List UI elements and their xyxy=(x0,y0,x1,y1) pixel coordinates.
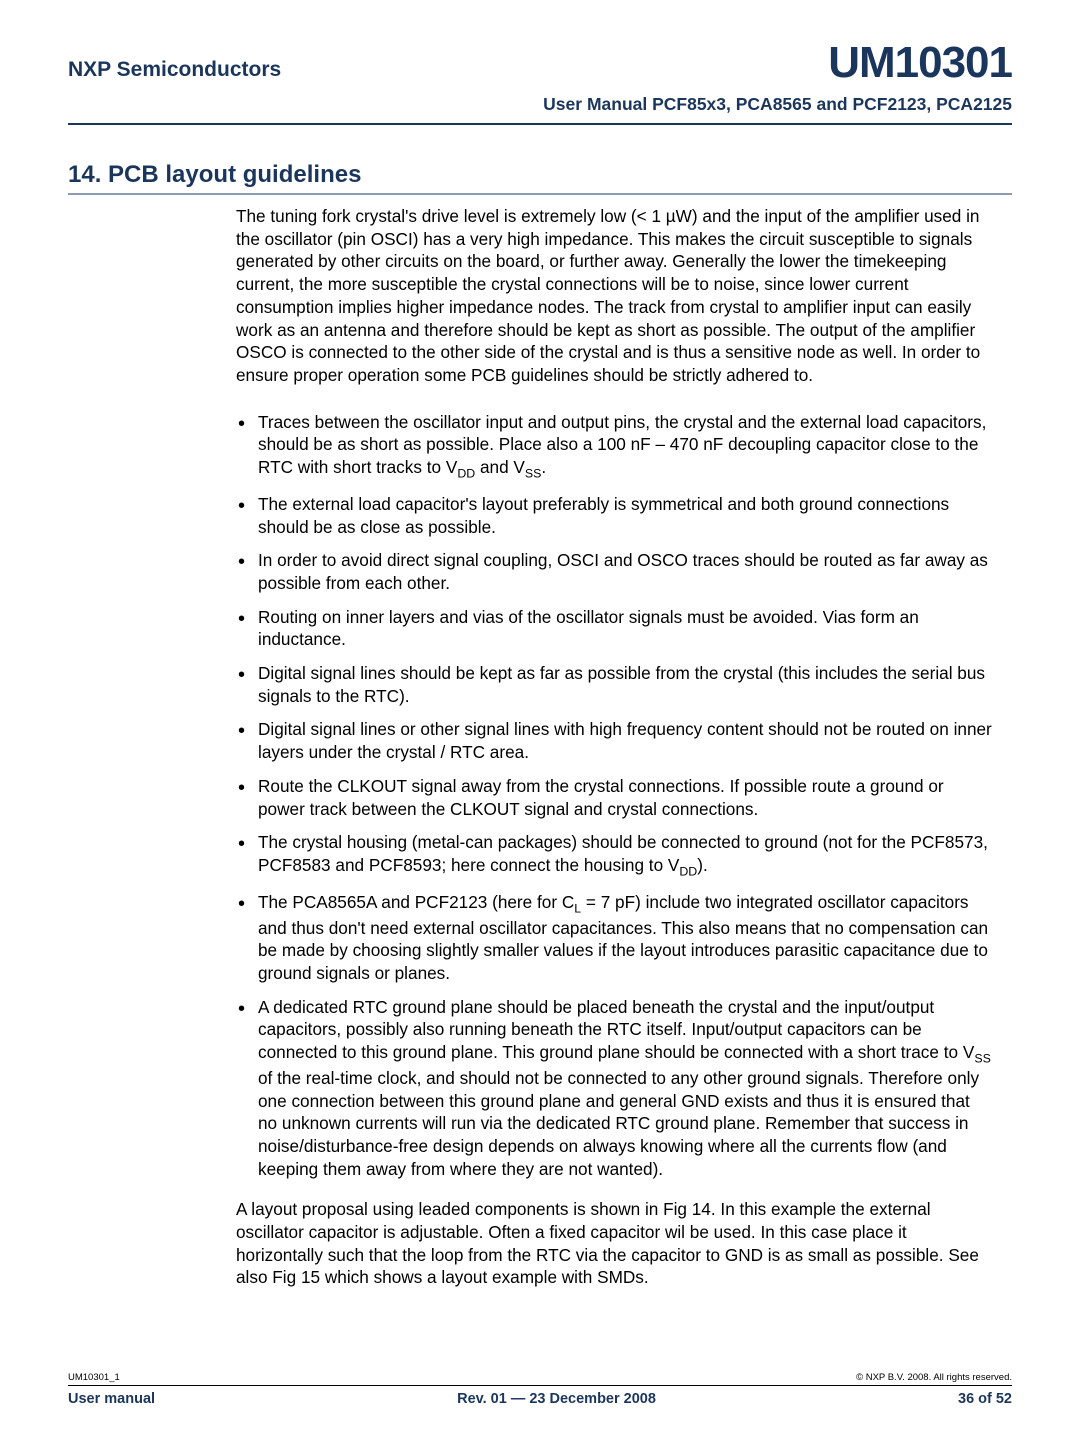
document-subtitle: User Manual PCF85x3, PCA8565 and PCF2123… xyxy=(543,94,1012,114)
page-footer: UM10301_1 © NXP B.V. 2008. All rights re… xyxy=(68,1372,1012,1407)
guideline-item: The crystal housing (metal-can packages)… xyxy=(236,831,992,879)
intro-paragraph: The tuning fork crystal's drive level is… xyxy=(236,205,992,387)
guideline-item: Route the CLKOUT signal away from the cr… xyxy=(236,775,992,820)
guideline-item: Digital signal lines should be kept as f… xyxy=(236,662,992,707)
section-heading: 14. PCB layout guidelines xyxy=(68,161,1012,195)
footer-bottom-row: User manual Rev. 01 — 23 December 2008 3… xyxy=(68,1391,1012,1407)
guidelines-list: Traces between the oscillator input and … xyxy=(236,411,992,1181)
footer-right: 36 of 52 xyxy=(958,1391,1012,1407)
footer-center: Rev. 01 — 23 December 2008 xyxy=(155,1391,958,1407)
section-title: PCB layout guidelines xyxy=(108,161,361,188)
footer-doc-ref: UM10301_1 xyxy=(68,1372,120,1383)
guideline-item: Traces between the oscillator input and … xyxy=(236,411,992,482)
page-header: NXP Semiconductors UM10301 xyxy=(68,38,1012,90)
guideline-item: Digital signal lines or other signal lin… xyxy=(236,718,992,763)
guideline-item: Routing on inner layers and vias of the … xyxy=(236,606,992,651)
footer-left: User manual xyxy=(68,1391,155,1407)
guideline-item: A dedicated RTC ground plane should be p… xyxy=(236,996,992,1181)
company-name: NXP Semiconductors xyxy=(68,58,281,88)
subtitle-row: User Manual PCF85x3, PCA8565 and PCF2123… xyxy=(68,94,1012,125)
closing-paragraph: A layout proposal using leaded component… xyxy=(236,1198,992,1289)
body-content: The tuning fork crystal's drive level is… xyxy=(236,205,992,1289)
guideline-item: In order to avoid direct signal coupling… xyxy=(236,549,992,594)
guideline-item: The PCA8565A and PCF2123 (here for CL = … xyxy=(236,891,992,985)
footer-copyright: © NXP B.V. 2008. All rights reserved. xyxy=(856,1372,1012,1383)
document-id: UM10301 xyxy=(828,38,1012,88)
section-number: 14. xyxy=(68,161,101,188)
footer-top-row: UM10301_1 © NXP B.V. 2008. All rights re… xyxy=(68,1372,1012,1386)
guideline-item: The external load capacitor's layout pre… xyxy=(236,493,992,538)
